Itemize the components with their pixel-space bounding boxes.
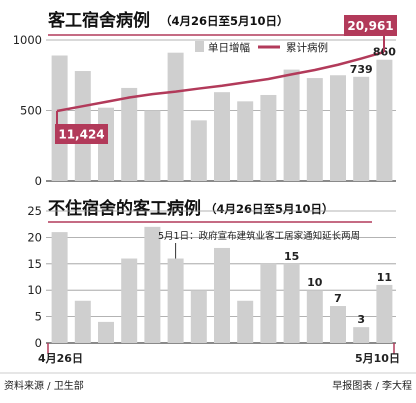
x-start-label: 4月26日 [38, 352, 83, 365]
bar [214, 247, 230, 343]
bar-value-label: 739 [350, 63, 373, 76]
x-end-label: 5月10日 [355, 352, 400, 365]
bar [98, 321, 114, 343]
end-callout-label: 20,961 [347, 19, 393, 33]
chart1-bars [51, 52, 393, 182]
y-tick-label: 15 [27, 257, 42, 271]
y-tick-label: 5 [35, 310, 42, 324]
y-tick-label: 0 [35, 336, 42, 350]
bar [260, 94, 277, 181]
bar [306, 78, 323, 181]
bar [237, 300, 254, 343]
bar-value-label: 7 [334, 292, 342, 305]
start-callout-box [55, 124, 108, 144]
footer-source: 资料来源 / 卫生部 [4, 379, 84, 392]
chart2-annotation: 5月1日：政府宣布建筑业客工居家通知延长两周 [158, 230, 360, 259]
bar [214, 92, 230, 181]
bar [121, 87, 138, 181]
chart1-y-ticks: 0 500 1000 [13, 33, 42, 188]
footer-credit: 早报图表 / 李大程 [332, 379, 412, 392]
y-tick-label: 1000 [13, 33, 42, 47]
y-tick-label: 20 [27, 230, 42, 244]
start-callout-label: 11,424 [58, 128, 104, 142]
bar-value-label: 10 [307, 276, 323, 289]
bar [283, 69, 300, 181]
annotation-text: 5月1日：政府宣布建筑业客工居家通知延长两周 [158, 230, 360, 242]
bar [51, 55, 68, 182]
y-tick-label: 10 [27, 283, 42, 297]
bar [376, 59, 393, 181]
bar [190, 290, 207, 343]
bar [330, 306, 346, 343]
y-tick-label: 25 [27, 204, 42, 218]
chart1-start-callout: 11,424 [55, 124, 108, 144]
bar [121, 258, 138, 343]
bar [260, 263, 277, 343]
legend-line-label: 累计病例 [286, 41, 328, 54]
bar-value-label: 15 [284, 250, 299, 263]
chart1-title: 客工宿舍病例 [47, 10, 150, 31]
chart-non-dorm-cases: 不住宿舍的客工病例 （4月26日至5月10日） 0 5 10 15 20 25 15 10 7… [27, 198, 400, 365]
bar [237, 101, 254, 181]
chart2-subtitle: （4月26日至5月10日） [205, 202, 334, 216]
bar [353, 76, 370, 181]
bar [74, 300, 91, 343]
chart2-y-ticks: 0 5 10 15 20 25 [27, 204, 42, 350]
chart2-value-labels: 15 10 7 3 11 [284, 250, 392, 326]
y-tick-label: 500 [20, 104, 42, 118]
bar [167, 258, 184, 343]
bar [190, 120, 207, 181]
bar-value-label: 860 [373, 46, 396, 59]
chart2-bars [51, 226, 393, 343]
bar-value-label: 3 [357, 313, 365, 326]
legend-bar-swatch [195, 41, 204, 52]
bar [98, 107, 114, 181]
bar [283, 263, 300, 343]
end-callout-box [344, 15, 397, 36]
bar [353, 327, 370, 343]
bar [51, 232, 68, 343]
bar [330, 75, 346, 181]
legend-bar-label: 单日增幅 [208, 41, 250, 54]
bar [144, 226, 161, 343]
bar-value-label: 11 [377, 271, 392, 284]
bar [306, 290, 323, 343]
bar [376, 284, 393, 343]
bar [167, 52, 184, 181]
chart1-end-callout: 20,961 [344, 15, 397, 36]
chart1-legend: 单日增幅 累计病例 [195, 41, 328, 54]
chart2-title: 不住宿舍的客工病例 [48, 198, 201, 219]
chart1-subtitle: （4月26日至5月10日） [160, 14, 289, 28]
y-tick-label: 0 [35, 174, 42, 188]
bar [144, 110, 161, 181]
